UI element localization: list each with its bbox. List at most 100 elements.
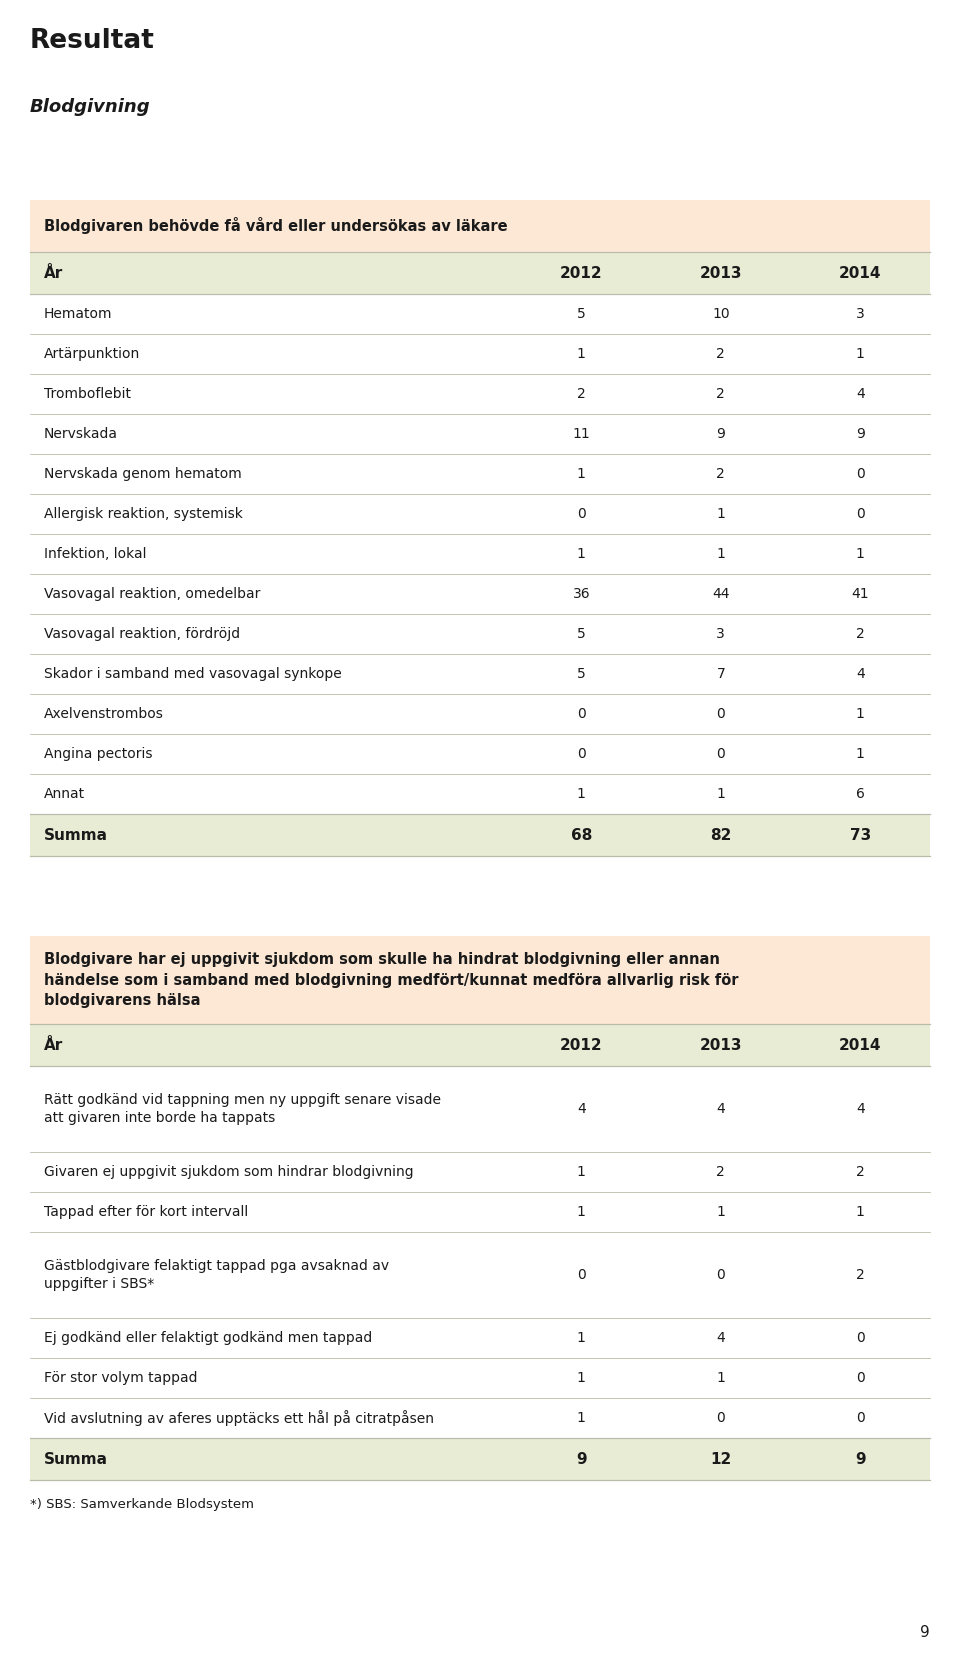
Text: Blodgivare har ej uppgivit sjukdom som skulle ha hindrat blodgivning eller annan: Blodgivare har ej uppgivit sjukdom som s… — [44, 952, 738, 1007]
Bar — [30, 414, 930, 454]
Bar — [30, 1398, 930, 1438]
Text: Summa: Summa — [44, 1451, 108, 1466]
Bar — [30, 1438, 930, 1479]
Text: 1: 1 — [577, 1411, 586, 1424]
Text: 5: 5 — [577, 307, 586, 321]
Text: 1: 1 — [716, 507, 725, 520]
Text: 0: 0 — [716, 1411, 725, 1424]
Text: 1: 1 — [716, 788, 725, 801]
Text: 0: 0 — [577, 746, 586, 761]
Bar — [30, 1065, 930, 1152]
Bar — [30, 494, 930, 534]
Bar — [30, 1358, 930, 1398]
Text: 4: 4 — [856, 387, 865, 401]
Text: Vasovagal reaktion, omedelbar: Vasovagal reaktion, omedelbar — [44, 587, 260, 602]
Text: 2014: 2014 — [839, 266, 881, 281]
Bar — [30, 573, 930, 613]
Text: 3: 3 — [856, 307, 865, 321]
Text: För stor volym tappad: För stor volym tappad — [44, 1371, 198, 1384]
Text: 44: 44 — [712, 587, 730, 602]
Bar — [30, 814, 930, 856]
Text: 9: 9 — [576, 1451, 587, 1466]
Text: 1: 1 — [855, 547, 865, 562]
Text: År: År — [44, 1037, 63, 1052]
Text: Artärpunktion: Artärpunktion — [44, 347, 140, 361]
Bar — [30, 695, 930, 735]
Text: 0: 0 — [716, 1268, 725, 1281]
Bar — [30, 534, 930, 573]
Text: 12: 12 — [710, 1451, 732, 1466]
Text: 0: 0 — [577, 706, 586, 721]
Text: 9: 9 — [855, 427, 865, 440]
Text: 1: 1 — [577, 347, 586, 361]
Text: Rätt godkänd vid tappning men ny uppgift senare visade
att givaren inte borde ha: Rätt godkänd vid tappning men ny uppgift… — [44, 1094, 441, 1125]
Text: 0: 0 — [856, 1411, 865, 1424]
Bar — [30, 374, 930, 414]
Text: 5: 5 — [577, 666, 586, 681]
Text: Nervskada: Nervskada — [44, 427, 118, 440]
Text: 0: 0 — [577, 1268, 586, 1281]
Text: Ej godkänd eller felaktigt godkänd men tappad: Ej godkänd eller felaktigt godkänd men t… — [44, 1331, 372, 1345]
Text: 2: 2 — [716, 347, 725, 361]
Text: Allergisk reaktion, systemisk: Allergisk reaktion, systemisk — [44, 507, 243, 520]
Text: 1: 1 — [716, 1205, 725, 1218]
Bar — [30, 1318, 930, 1358]
Bar — [30, 1232, 930, 1318]
Bar — [30, 1152, 930, 1192]
Text: 2: 2 — [716, 387, 725, 401]
Text: 1: 1 — [577, 1331, 586, 1345]
Text: Angina pectoris: Angina pectoris — [44, 746, 153, 761]
Text: 10: 10 — [712, 307, 730, 321]
Text: 7: 7 — [716, 666, 725, 681]
Text: Blodgivaren behövde få vård eller undersökas av läkare: Blodgivaren behövde få vård eller unders… — [44, 218, 508, 234]
Text: 9: 9 — [716, 427, 725, 440]
Text: 2: 2 — [716, 1165, 725, 1178]
Bar — [30, 655, 930, 695]
Text: 5: 5 — [577, 627, 586, 642]
Bar — [30, 936, 930, 1024]
Text: 0: 0 — [856, 467, 865, 480]
Text: Skador i samband med vasovagal synkope: Skador i samband med vasovagal synkope — [44, 666, 342, 681]
Bar — [30, 253, 930, 294]
Text: 0: 0 — [856, 1331, 865, 1345]
Text: 1: 1 — [855, 1205, 865, 1218]
Text: 73: 73 — [850, 828, 871, 843]
Text: 4: 4 — [577, 1102, 586, 1115]
Text: 2: 2 — [856, 1165, 865, 1178]
Text: Annat: Annat — [44, 788, 85, 801]
Text: Nervskada genom hematom: Nervskada genom hematom — [44, 467, 242, 480]
Text: 4: 4 — [716, 1102, 725, 1115]
Text: 1: 1 — [577, 1371, 586, 1384]
Text: 1: 1 — [577, 467, 586, 480]
Bar — [30, 774, 930, 814]
Text: 41: 41 — [852, 587, 869, 602]
Text: Givaren ej uppgivit sjukdom som hindrar blodgivning: Givaren ej uppgivit sjukdom som hindrar … — [44, 1165, 414, 1178]
Text: 68: 68 — [570, 828, 592, 843]
Text: 1: 1 — [577, 788, 586, 801]
Text: Summa: Summa — [44, 828, 108, 843]
Text: Tromboflebit: Tromboflebit — [44, 387, 131, 401]
Text: 82: 82 — [710, 828, 732, 843]
Text: 1: 1 — [855, 746, 865, 761]
Text: År: År — [44, 266, 63, 281]
Text: Hematom: Hematom — [44, 307, 112, 321]
Bar — [30, 454, 930, 494]
Bar — [30, 735, 930, 774]
Text: 2: 2 — [856, 1268, 865, 1281]
Text: 1: 1 — [577, 1165, 586, 1178]
Text: Gästblodgivare felaktigt tappad pga avsaknad av
uppgifter i SBS*: Gästblodgivare felaktigt tappad pga avsa… — [44, 1258, 389, 1291]
Text: *) SBS: Samverkande Blodsystem: *) SBS: Samverkande Blodsystem — [30, 1497, 254, 1511]
Text: 9: 9 — [855, 1451, 866, 1466]
Bar — [30, 1192, 930, 1232]
Text: 1: 1 — [855, 706, 865, 721]
Text: 0: 0 — [856, 507, 865, 520]
Text: 9: 9 — [921, 1625, 930, 1640]
Bar — [30, 1024, 930, 1065]
Text: Tappad efter för kort intervall: Tappad efter för kort intervall — [44, 1205, 249, 1218]
Text: 0: 0 — [716, 706, 725, 721]
Text: 2: 2 — [577, 387, 586, 401]
Text: Blodgivning: Blodgivning — [30, 98, 151, 116]
Text: 2: 2 — [856, 627, 865, 642]
Bar — [30, 199, 930, 253]
Text: 0: 0 — [716, 746, 725, 761]
